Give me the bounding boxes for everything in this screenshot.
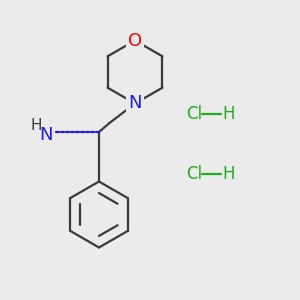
- Text: Cl: Cl: [186, 105, 202, 123]
- Text: N: N: [128, 94, 142, 112]
- Text: O: O: [128, 32, 142, 50]
- Text: H: H: [222, 165, 235, 183]
- Text: Cl: Cl: [186, 165, 202, 183]
- Text: H: H: [30, 118, 42, 133]
- Text: N: N: [39, 126, 53, 144]
- Text: H: H: [222, 105, 235, 123]
